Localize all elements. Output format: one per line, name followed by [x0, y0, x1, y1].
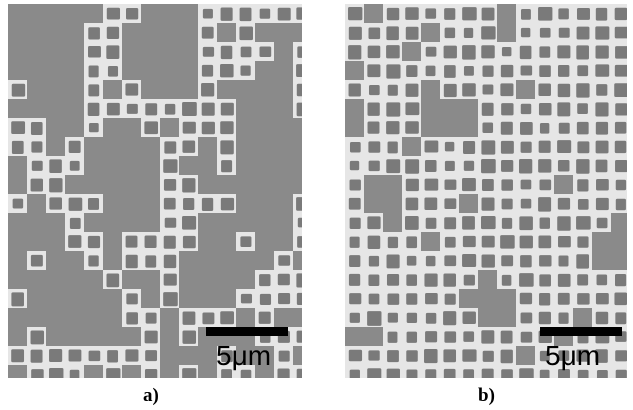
micrograph-a: 5μm [8, 4, 302, 378]
scale-bar-a [206, 327, 288, 336]
micrograph-a-texture [8, 4, 302, 378]
micrograph-b-texture [345, 4, 627, 378]
caption-b: b) [478, 385, 495, 406]
scale-label-b: 5μm [545, 340, 601, 371]
caption-a: a) [143, 385, 159, 406]
micrograph-b: 5μm [345, 4, 627, 378]
scale-label-a: 5μm [216, 340, 272, 371]
scale-bar-b [540, 327, 622, 336]
